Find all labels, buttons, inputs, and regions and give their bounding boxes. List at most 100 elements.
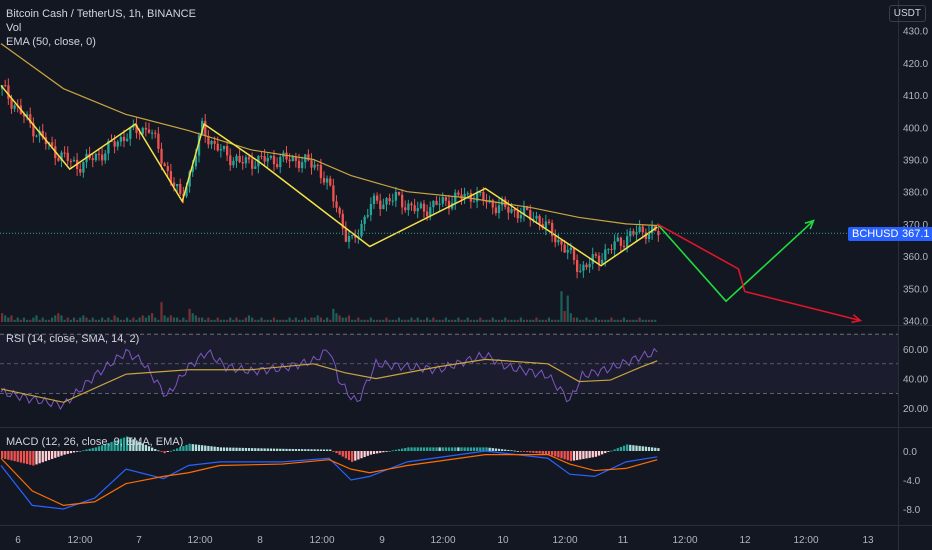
macd-histogram-bar: [282, 448, 285, 451]
vol-legend[interactable]: Vol: [6, 22, 22, 34]
volume-bar: [579, 319, 582, 322]
candle-body: [160, 148, 163, 164]
macd-histogram-bar: [588, 451, 591, 458]
macd-histogram-bar: [604, 451, 607, 454]
candle-body: [232, 160, 235, 166]
volume-bar: [232, 319, 235, 322]
candle-body: [185, 186, 188, 197]
volume-bar: [116, 317, 119, 322]
candle-body: [647, 233, 651, 240]
macd-histogram-bar: [351, 451, 354, 462]
candle-body: [604, 249, 607, 260]
macd-histogram-bar: [107, 443, 110, 451]
volume-bar: [191, 313, 194, 322]
volume-bar: [151, 313, 154, 322]
macd-histogram-bar: [10, 451, 13, 461]
rsi-legend[interactable]: RSI (14, close, SMA, 14, 2): [6, 333, 140, 345]
candle-body: [479, 191, 482, 193]
volume-bar: [241, 319, 244, 322]
candle-body: [126, 138, 129, 141]
macd-histogram-bar: [560, 451, 563, 459]
macd-histogram-bar: [160, 451, 163, 452]
time-axis-label: 9: [379, 535, 385, 546]
volume-bar: [341, 317, 344, 322]
macd-histogram-bar: [441, 447, 444, 451]
macd-histogram-bar: [426, 447, 429, 451]
candle-body: [210, 140, 213, 145]
volume-bar: [185, 319, 188, 322]
volume-bar: [129, 319, 132, 322]
candle-body: [347, 236, 351, 242]
volume-bar: [576, 317, 579, 322]
macd-histogram-bar: [438, 447, 441, 451]
macd-histogram-bar: [110, 441, 113, 451]
time-axis-label: 12:00: [793, 535, 818, 546]
macd-histogram-bar: [94, 447, 98, 451]
symbol-legend[interactable]: Bitcoin Cash / TetherUS, 1h, BINANCE: [6, 8, 196, 20]
macd-histogram-bar: [504, 449, 507, 451]
macd-histogram-bar: [638, 445, 641, 451]
macd-histogram-bar: [266, 448, 269, 451]
volume-bar: [329, 319, 332, 322]
volume-bar: [10, 315, 13, 322]
macd-histogram-bar: [557, 451, 560, 458]
candle-body: [588, 263, 591, 268]
volume-bar: [154, 317, 157, 322]
candle-body: [229, 155, 232, 166]
volume-bar: [51, 317, 54, 322]
candle-body: [35, 135, 38, 137]
macd-histogram-bar: [204, 445, 207, 451]
macd-histogram-bar: [313, 449, 316, 451]
candle-body: [213, 140, 216, 144]
volume-bar: [85, 317, 88, 322]
macd-histogram-bar: [122, 437, 126, 451]
candle-body: [391, 200, 394, 202]
macd-histogram-bar: [260, 448, 263, 451]
macd-legend[interactable]: MACD (12, 26, close, 9, EMA, EMA): [6, 436, 184, 448]
candle-body: [557, 239, 560, 243]
candle-body: [247, 157, 251, 160]
projection-up-arrow-head: [804, 219, 815, 230]
macd-histogram-bar: [647, 447, 651, 451]
volume-bar: [285, 319, 288, 322]
macd-histogram-bar: [385, 451, 388, 452]
volume-bar: [76, 319, 79, 322]
candle-body: [104, 153, 107, 161]
currency-unit-button[interactable]: USDT: [888, 5, 926, 22]
volume-bar: [282, 319, 285, 322]
macd-histogram-bar: [69, 451, 73, 454]
macd-histogram-bar: [401, 448, 404, 451]
macd-histogram-bar: [47, 451, 51, 461]
volume-bar: [588, 319, 591, 322]
volume-bar: [569, 313, 572, 322]
volume-bar: [597, 319, 601, 322]
candle-body: [254, 166, 257, 169]
candle-body: [10, 98, 13, 109]
volume-bar: [16, 317, 19, 322]
candle-body: [26, 114, 29, 117]
candle-body: [4, 85, 7, 87]
candle-body: [279, 157, 282, 168]
candle-body: [401, 194, 404, 208]
volume-bar: [22, 317, 26, 322]
time-axis-label: 12:00: [430, 535, 455, 546]
macd-histogram-bar: [263, 448, 266, 451]
volume-bar: [554, 319, 557, 322]
candle-body: [22, 114, 26, 117]
macd-histogram-bar: [626, 444, 629, 451]
macd-histogram-bar: [32, 451, 35, 466]
macd-histogram-bar: [54, 451, 57, 458]
macd-histogram-bar: [435, 447, 438, 451]
volume-bar: [82, 315, 85, 322]
macd-histogram-bar: [535, 451, 538, 454]
volume-bar: [422, 319, 426, 322]
volume-bar: [160, 302, 163, 322]
candle-body: [316, 164, 319, 166]
macd-histogram-bar: [38, 451, 41, 464]
macd-histogram-bar: [66, 451, 69, 454]
macd-histogram-bar: [494, 448, 498, 451]
macd-histogram-bar: [326, 449, 329, 451]
macd-histogram-bar: [544, 451, 548, 455]
ema-legend[interactable]: EMA (50, close, 0): [6, 36, 96, 48]
